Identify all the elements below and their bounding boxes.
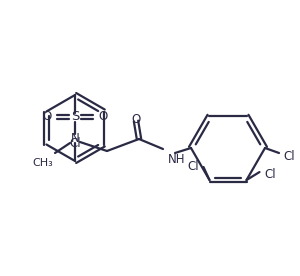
Text: CH₃: CH₃ — [32, 158, 53, 168]
Text: Cl: Cl — [69, 137, 81, 150]
Text: O: O — [42, 110, 52, 123]
Text: Cl: Cl — [265, 168, 276, 181]
Text: O: O — [98, 110, 108, 123]
Text: S: S — [71, 110, 79, 123]
Text: Cl: Cl — [187, 160, 199, 173]
Text: O: O — [131, 113, 141, 126]
Text: Cl: Cl — [283, 150, 295, 163]
Text: N: N — [70, 132, 80, 145]
Text: NH: NH — [168, 153, 185, 166]
